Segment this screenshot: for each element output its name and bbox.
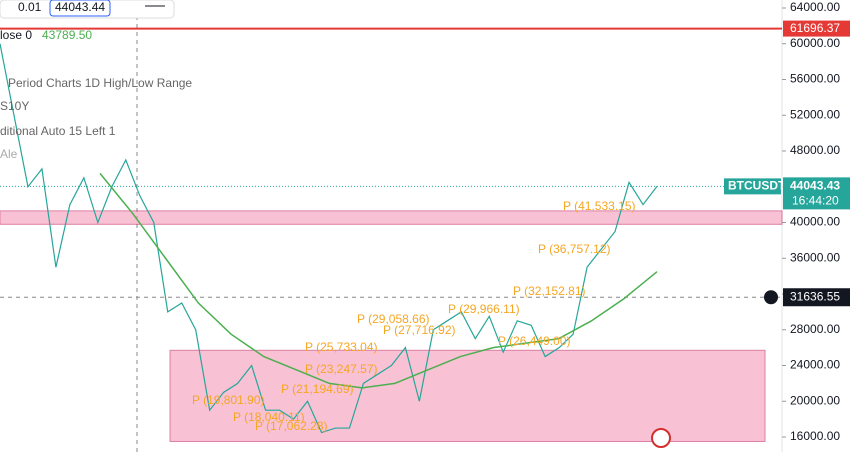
price-tag: [783, 288, 850, 307]
price-axis-panel: [782, 0, 850, 452]
y-tick-label: 20000.00: [790, 393, 840, 407]
symbol-label: BTCUSDT: [728, 179, 786, 193]
pivot-label: P (27,716.92): [383, 323, 456, 337]
countdown: 16:44:20: [792, 194, 839, 208]
y-tick-label: 36000.00: [790, 250, 840, 264]
flag-icon[interactable]: [651, 428, 671, 448]
pivot-label: P (17,062.28): [255, 419, 328, 433]
legend-indicator: S10Y: [0, 99, 29, 113]
legend-indicator: Ale: [0, 147, 18, 161]
price-input-box[interactable]: [49, 0, 111, 17]
legend-close-value: 43789.50: [42, 28, 92, 42]
pivot-label: P (36,757.12): [538, 242, 611, 256]
pivot-label: P (29,966.11): [448, 302, 520, 316]
y-tick-label: 60000.00: [790, 36, 840, 50]
pivot-label: P (25,733.04): [305, 340, 378, 354]
y-tick-label: 24000.00: [790, 358, 840, 372]
pivot-label: P (41,533.15): [563, 199, 636, 213]
y-tick-label: 16000.00: [790, 429, 840, 443]
y-tick-label: 56000.00: [790, 72, 840, 86]
legend-indicator: ditional Auto 15 Left 1: [0, 124, 116, 138]
y-tick-label: 64000.00: [790, 0, 840, 14]
series-line: [99, 172, 658, 389]
pivot-label: P (21,194.69): [281, 382, 354, 396]
price-tag-label: 31636.55: [790, 289, 840, 303]
add-alert-button[interactable]: [764, 290, 778, 305]
y-tick-label: 40000.00: [790, 215, 840, 229]
series-line: [0, 43, 658, 434]
pivot-label: P (18,040.11): [233, 410, 305, 424]
pivot-label: P (29,058.66): [357, 312, 430, 326]
zone: [0, 210, 783, 225]
pivot-label: P (23,247.57): [305, 362, 378, 376]
pivot-label: P (26,449.00): [498, 334, 571, 348]
legend-indicator: Period Charts 1D High/Low Range: [8, 76, 192, 90]
step: 0.01: [18, 0, 42, 14]
y-tick-label: 52000.00: [790, 107, 840, 121]
symbol-tag: [724, 178, 781, 195]
price-input[interactable]: 44043.44: [55, 0, 105, 14]
pivot-label: P (19,801.90): [192, 393, 265, 407]
y-tick-label: 28000.00: [790, 322, 840, 336]
price-tag-label: 44043.43: [790, 179, 840, 193]
price-tag-label: 61696.37: [790, 21, 840, 35]
price-tag: [783, 20, 850, 37]
legend-close: lose 0: [0, 28, 32, 42]
price-tag: [783, 177, 850, 210]
zone: [169, 349, 766, 442]
pivot-label: P (32,152.81): [513, 284, 586, 298]
y-tick-label: 48000.00: [790, 143, 840, 157]
